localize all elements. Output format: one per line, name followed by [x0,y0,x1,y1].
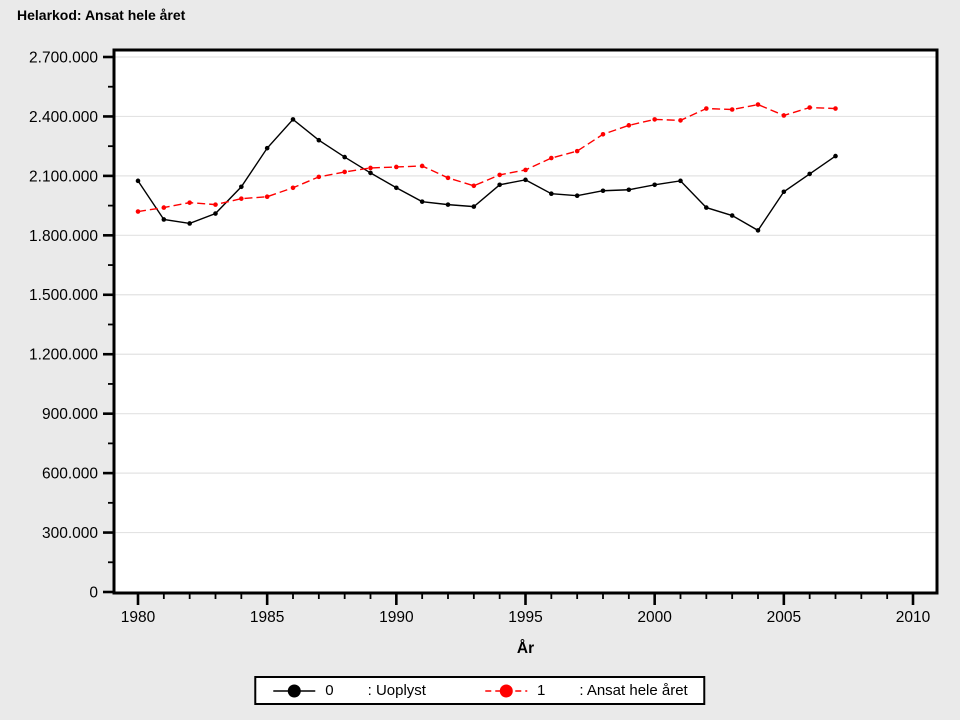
y-tick-label: 600.000 [42,466,98,483]
data-point-0-1986 [290,117,296,122]
data-point-0-2004 [755,228,761,233]
data-point-1-1982 [187,200,192,205]
data-point-1-2002 [704,106,709,111]
data-point-0-1983 [213,211,218,216]
data-point-1-1985 [264,194,270,199]
data-point-1-2005 [781,113,787,118]
data-point-1-1980 [135,209,141,214]
data-point-1-2007 [833,106,838,111]
data-point-0-1988 [342,154,347,160]
data-point-1-1984 [239,196,244,201]
data-point-0-2003 [729,213,735,218]
y-tick-label: 1.500.000 [29,287,98,304]
data-point-0-1995 [523,177,528,183]
data-point-1-1990 [394,164,399,170]
legend-item-uoplyst: 0 : Uoplyst [272,682,426,700]
data-point-0-1994 [497,182,502,188]
x-tick-label: 1995 [508,609,542,626]
data-point-0-2001 [678,178,683,184]
y-tick-label: 2.400.000 [29,109,98,126]
legend-marker-uoplyst [273,684,316,697]
data-point-1-2000 [652,117,657,122]
data-point-0-1984 [239,184,244,190]
data-point-0-2007 [833,153,838,159]
chart-title: Helarkod: Ansat hele året [17,7,186,23]
data-point-0-1981 [161,217,167,222]
data-point-1-1999 [626,123,632,128]
legend-item-ansat-hele-aret: 1 : Ansat hele året [484,682,688,700]
data-point-0-1992 [445,202,451,207]
data-point-1-1981 [161,205,167,210]
legend-series-name-1: 1 [536,682,546,699]
legend-dot-red [499,684,513,697]
data-point-0-1982 [187,221,192,226]
data-point-1-1986 [290,185,296,191]
y-tick-label: 2.700.000 [29,49,98,66]
data-point-1-1993 [471,183,477,189]
data-point-0-2002 [704,205,709,210]
y-tick-label: 0 [89,584,98,601]
plot-frame [112,48,939,595]
data-point-1-2001 [678,118,683,123]
x-tick-label: 1990 [379,609,414,626]
data-point-1-1983 [213,202,218,207]
series-line-0 [137,118,836,232]
data-point-0-2005 [781,189,787,195]
data-point-0-1999 [626,187,632,193]
data-point-0-1990 [394,185,399,191]
data-point-0-1993 [471,204,477,209]
data-point-0-1989 [368,170,373,176]
data-point-1-1994 [497,172,502,178]
legend: 0 : Uoplyst 1 : Ansat hele året [254,676,706,705]
y-tick-label: 1.200.000 [29,347,98,364]
legend-series-label-0: : Uoplyst [367,682,426,699]
data-point-0-1980 [135,178,141,184]
y-tick-label: 300.000 [42,525,98,542]
data-point-1-1997 [574,148,580,154]
y-tick-label: 2.100.000 [29,168,98,185]
data-point-0-2000 [652,182,657,188]
data-point-0-1991 [419,199,425,204]
legend-series-label-1: : Ansat hele året [579,682,688,699]
x-tick-label: 1985 [250,609,284,626]
series-line-1 [137,103,836,213]
data-point-0-1998 [600,188,606,194]
x-tick-label: 1980 [121,609,156,626]
x-tick-label: 2005 [767,609,801,626]
data-point-1-1996 [549,155,554,161]
plot-background [114,50,937,593]
x-axis-label: År [517,640,534,657]
y-tick-label: 900.000 [42,406,98,423]
data-point-1-2006 [807,105,812,110]
data-point-1-1995 [523,167,528,173]
data-point-0-1997 [574,193,580,199]
data-point-1-1991 [419,163,425,169]
y-tick-label: 1.800.000 [29,228,98,245]
data-point-1-2003 [729,107,735,112]
data-point-1-1987 [316,174,322,180]
data-point-0-1996 [549,191,554,197]
x-tick-label: 2010 [896,609,931,626]
data-point-1-1992 [445,175,451,181]
legend-marker-ansat [484,684,527,697]
data-point-0-1985 [264,145,270,151]
x-tick-label: 2000 [637,609,672,626]
data-point-0-1987 [316,137,322,143]
legend-dot-black [287,684,301,697]
data-point-1-1988 [342,169,347,175]
legend-series-name-0: 0 [325,682,334,699]
data-point-0-2006 [807,171,812,177]
data-point-1-2004 [755,102,761,107]
data-point-1-1989 [368,165,373,171]
data-point-1-1998 [600,131,606,137]
